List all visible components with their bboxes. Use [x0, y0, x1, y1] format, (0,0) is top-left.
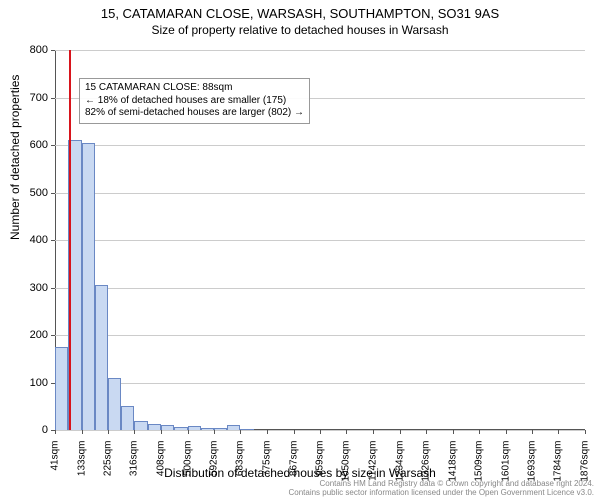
- xtick-mark: [346, 430, 347, 434]
- xtick-label: 1784sqm: [553, 441, 564, 501]
- xtick-label: 316sqm: [129, 441, 140, 501]
- grid-line: [55, 193, 585, 194]
- histogram-bar: [148, 424, 161, 430]
- xtick-mark: [214, 430, 215, 434]
- callout-line-3: 82% of semi-detached houses are larger (…: [85, 107, 304, 120]
- xtick-label: 1142sqm: [368, 441, 379, 501]
- ytick-label: 200: [0, 329, 48, 341]
- ytick-mark: [51, 50, 55, 51]
- xtick-mark: [479, 430, 480, 434]
- xtick-mark: [320, 430, 321, 434]
- xtick-mark: [373, 430, 374, 434]
- xtick-mark: [134, 430, 135, 434]
- xtick-mark: [82, 430, 83, 434]
- ytick-mark: [51, 240, 55, 241]
- ytick-label: 100: [0, 377, 48, 389]
- xtick-mark: [294, 430, 295, 434]
- histogram-bar: [201, 428, 214, 430]
- histogram-bar: [227, 425, 240, 430]
- callout-line-1: 15 CATAMARAN CLOSE: 88sqm: [85, 82, 304, 95]
- xtick-label: 683sqm: [235, 441, 246, 501]
- xtick-mark: [267, 430, 268, 434]
- ytick-mark: [51, 145, 55, 146]
- ytick-mark: [51, 98, 55, 99]
- xtick-label: 41sqm: [50, 441, 61, 501]
- grid-line: [55, 50, 585, 51]
- xtick-mark: [585, 430, 586, 434]
- title-main: 15, CATAMARAN CLOSE, WARSASH, SOUTHAMPTO…: [0, 0, 600, 21]
- grid-line: [55, 335, 585, 336]
- xtick-label: 1050sqm: [341, 441, 352, 501]
- histogram-bar: [174, 427, 187, 430]
- footer-attribution: Contains HM Land Registry data © Crown c…: [288, 479, 594, 498]
- xtick-label: 592sqm: [209, 441, 220, 501]
- property-marker-line: [69, 50, 71, 430]
- xtick-mark: [506, 430, 507, 434]
- histogram-chart: 15 CATAMARAN CLOSE: 88sqm ← 18% of detac…: [55, 50, 585, 430]
- xtick-mark: [453, 430, 454, 434]
- ytick-label: 500: [0, 187, 48, 199]
- histogram-bar: [134, 421, 147, 431]
- grid-line: [55, 288, 585, 289]
- xtick-label: 1601sqm: [500, 441, 511, 501]
- xtick-label: 1509sqm: [474, 441, 485, 501]
- ytick-label: 300: [0, 282, 48, 294]
- xtick-label: 1234sqm: [394, 441, 405, 501]
- xtick-label: 775sqm: [262, 441, 273, 501]
- callout-line-2: ← 18% of detached houses are smaller (17…: [85, 95, 304, 108]
- xtick-label: 1693sqm: [527, 441, 538, 501]
- footer-line-2: Contains public sector information licen…: [288, 488, 594, 498]
- ytick-label: 800: [0, 44, 48, 56]
- grid-line: [55, 240, 585, 241]
- histogram-bar: [121, 406, 134, 430]
- xtick-label: 959sqm: [315, 441, 326, 501]
- title-sub: Size of property relative to detached ho…: [0, 21, 600, 37]
- ytick-label: 700: [0, 92, 48, 104]
- grid-line: [55, 145, 585, 146]
- histogram-bar: [55, 347, 68, 430]
- xtick-mark: [161, 430, 162, 434]
- footer-line-1: Contains HM Land Registry data © Crown c…: [288, 479, 594, 489]
- xtick-label: 1326sqm: [421, 441, 432, 501]
- xtick-mark: [240, 430, 241, 434]
- xtick-mark: [188, 430, 189, 434]
- histogram-bar: [161, 425, 174, 430]
- xtick-label: 225sqm: [103, 441, 114, 501]
- xtick-mark: [108, 430, 109, 434]
- xtick-mark: [558, 430, 559, 434]
- ytick-mark: [51, 335, 55, 336]
- xtick-mark: [55, 430, 56, 434]
- xtick-label: 133sqm: [76, 441, 87, 501]
- xtick-mark: [426, 430, 427, 434]
- xtick-mark: [400, 430, 401, 434]
- xtick-label: 1418sqm: [447, 441, 458, 501]
- histogram-bar: [108, 378, 121, 430]
- ytick-label: 400: [0, 234, 48, 246]
- grid-line: [55, 383, 585, 384]
- ytick-label: 600: [0, 139, 48, 151]
- ytick-label: 0: [0, 424, 48, 436]
- xtick-mark: [532, 430, 533, 434]
- xtick-label: 1876sqm: [580, 441, 591, 501]
- callout-box: 15 CATAMARAN CLOSE: 88sqm ← 18% of detac…: [79, 78, 310, 124]
- ytick-mark: [51, 288, 55, 289]
- histogram-bar: [95, 285, 108, 430]
- xtick-label: 408sqm: [156, 441, 167, 501]
- histogram-bar: [188, 426, 201, 430]
- histogram-bar: [82, 143, 95, 430]
- histogram-bar: [240, 429, 253, 430]
- xtick-label: 500sqm: [182, 441, 193, 501]
- ytick-mark: [51, 193, 55, 194]
- xtick-label: 867sqm: [288, 441, 299, 501]
- histogram-bar: [214, 428, 227, 430]
